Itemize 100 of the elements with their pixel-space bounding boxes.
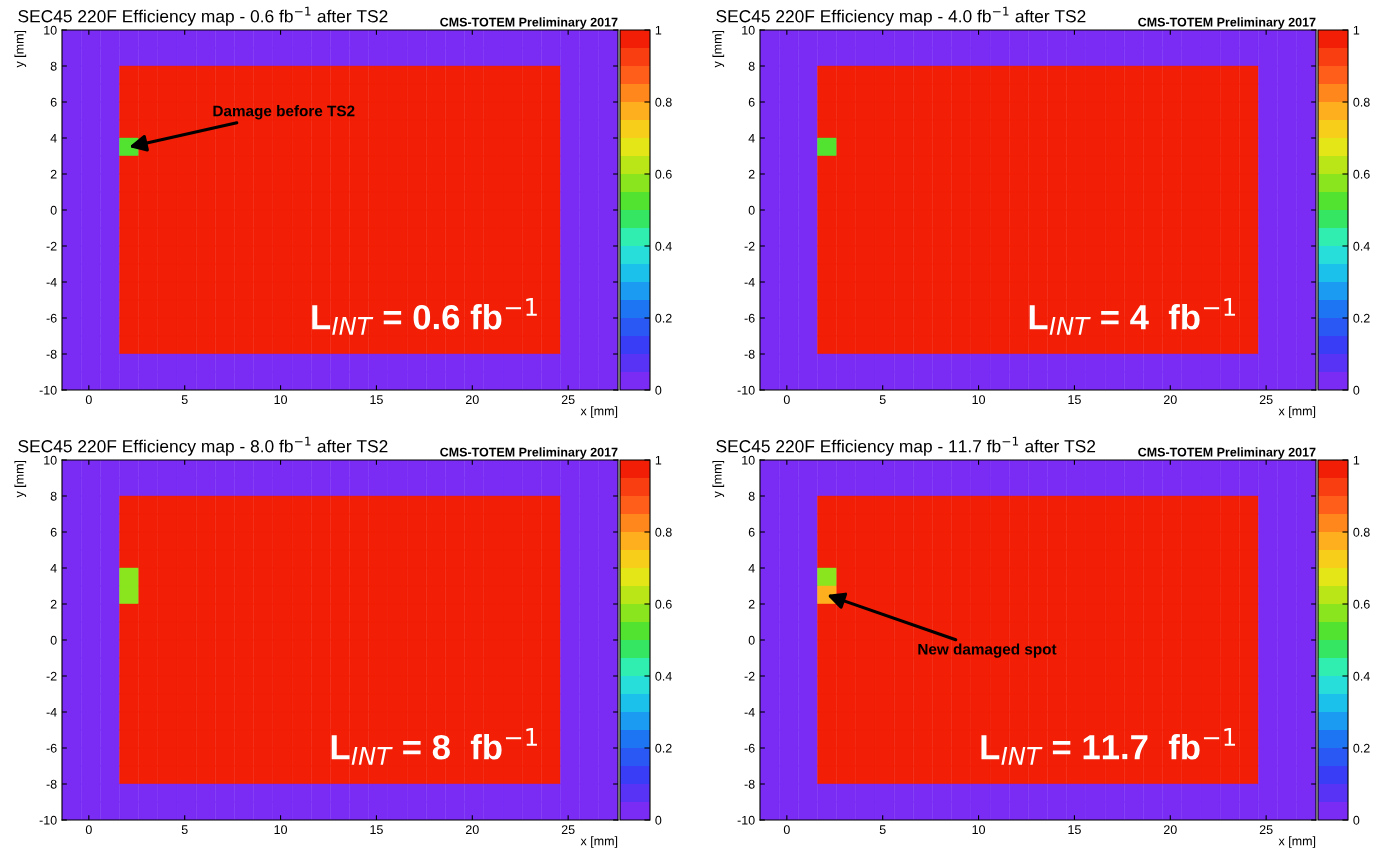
- color-bar-label: 0.6: [1353, 599, 1370, 609]
- x-axis-title: x [mm]: [580, 406, 618, 418]
- color-bar-label: 1: [1353, 25, 1360, 35]
- y-tick-label: -4: [744, 707, 755, 717]
- y-tick-label: 2: [50, 169, 57, 179]
- annotation: L$_{INT}$ = 11.7 fb$^{−1}$: [981, 728, 1235, 765]
- y-tick-label: -10: [39, 385, 57, 395]
- color-bar-label: 0.2: [1353, 743, 1370, 753]
- color-bar-label: 1: [655, 455, 662, 465]
- y-tick-label: 0: [748, 635, 755, 645]
- color-bar-label: 1: [655, 25, 662, 35]
- y-tick-label: -8: [744, 779, 755, 789]
- color-bar-label: 0: [655, 815, 662, 825]
- y-tick-label: 4: [748, 563, 755, 573]
- y-tick-label: 0: [748, 205, 755, 215]
- y-tick-label: -6: [744, 313, 755, 323]
- x-axis-title: x [mm]: [580, 836, 618, 848]
- y-tick-label: -4: [46, 707, 57, 717]
- color-bar-label: 0.6: [1353, 169, 1370, 179]
- color-bar-label: 1: [1353, 455, 1360, 465]
- x-axis-title: x [mm]: [1278, 836, 1316, 848]
- color-bar-label: 0: [1353, 385, 1360, 395]
- x-tick-label: 0: [85, 395, 92, 405]
- y-tick-label: -10: [737, 815, 755, 825]
- chart-subtitle: CMS-TOTEM Preliminary 2017: [440, 17, 618, 29]
- y-tick-label: 0: [50, 205, 57, 215]
- annotation: Damage before TS2: [213, 105, 355, 120]
- y-tick-label: 10: [44, 455, 57, 465]
- x-tick-label: 5: [181, 395, 188, 405]
- y-tick-label: -8: [46, 779, 57, 789]
- y-tick-label: -6: [46, 743, 57, 753]
- x-tick-label: 10: [274, 395, 288, 405]
- x-tick-label: 20: [1163, 395, 1177, 405]
- y-tick-label: 6: [748, 97, 755, 107]
- color-bar-label: 0: [655, 385, 662, 395]
- y-tick-label: 2: [748, 599, 755, 609]
- y-tick-label: 4: [50, 563, 57, 573]
- y-tick-label: -6: [46, 313, 57, 323]
- color-bar-label: 0.6: [655, 169, 672, 179]
- y-tick-label: 4: [748, 133, 755, 143]
- y-tick-label: -2: [744, 671, 755, 681]
- color-bar-label: 0: [1353, 815, 1360, 825]
- color-bar-label: 0.2: [1353, 313, 1370, 323]
- chart-title: SEC45 220F Efficiency map - 8.0 fb$^{−1}$ after TS2: [18, 436, 388, 456]
- y-tick-label: 6: [50, 527, 57, 537]
- color-bar-label: 0.8: [1353, 97, 1370, 107]
- x-tick-label: 10: [972, 395, 986, 405]
- x-tick-label: 5: [181, 825, 188, 835]
- color-bar-label: 0.8: [655, 97, 672, 107]
- y-tick-label: -10: [39, 815, 57, 825]
- annotation: L$_{INT}$ = 4 fb$^{−1}$: [1029, 298, 1235, 335]
- chart-title: SEC45 220F Efficiency map - 4.0 fb$^{−1}$ after TS2: [716, 6, 1086, 26]
- annotation: New damaged spot: [918, 643, 1057, 658]
- y-tick-label: 0: [50, 635, 57, 645]
- annotation: L$_{INT}$ = 8 fb$^{−1}$: [331, 728, 537, 765]
- x-tick-label: 15: [370, 825, 383, 835]
- x-axis-title: x [mm]: [1278, 406, 1316, 418]
- chart-title: SEC45 220F Efficiency map - 11.7 fb$^{−1}$ after TS2: [716, 436, 1096, 456]
- y-tick-label: 8: [748, 491, 755, 501]
- x-tick-label: 20: [465, 825, 479, 835]
- y-tick-label: 2: [50, 599, 57, 609]
- color-bar-label: 0.2: [655, 313, 672, 323]
- chart-title: SEC45 220F Efficiency map - 0.6 fb$^{−1}$ after TS2: [18, 6, 388, 26]
- color-bar-label: 0.4: [1353, 671, 1370, 681]
- y-tick-label: 6: [748, 527, 755, 537]
- x-tick-label: 25: [1259, 825, 1273, 835]
- y-axis-title: y [mm]: [712, 460, 725, 498]
- color-bar-label: 0.2: [655, 743, 672, 753]
- x-tick-label: 0: [85, 825, 92, 835]
- y-tick-label: 8: [50, 491, 57, 501]
- y-axis-title: y [mm]: [14, 460, 27, 498]
- x-tick-label: 25: [1259, 395, 1273, 405]
- color-bar-label: 0.8: [655, 527, 672, 537]
- x-tick-label: 25: [561, 395, 575, 405]
- x-tick-label: 15: [370, 395, 383, 405]
- y-tick-label: -2: [744, 241, 755, 251]
- y-tick-label: -8: [744, 349, 755, 359]
- x-tick-label: 15: [1068, 825, 1081, 835]
- chart-subtitle: CMS-TOTEM Preliminary 2017: [440, 447, 618, 459]
- color-bar-label: 0.4: [1353, 241, 1370, 251]
- x-tick-label: 10: [274, 825, 288, 835]
- chart-subtitle: CMS-TOTEM Preliminary 2017: [1138, 447, 1316, 459]
- annotation: L$_{INT}$ = 0.6 fb$^{−1}$: [312, 298, 537, 335]
- color-bar-label: 0.4: [655, 241, 672, 251]
- y-tick-label: -4: [46, 277, 57, 287]
- y-tick-label: -10: [737, 385, 755, 395]
- x-tick-label: 5: [879, 825, 886, 835]
- x-tick-label: 10: [972, 825, 986, 835]
- y-tick-label: 2: [748, 169, 755, 179]
- y-tick-label: 6: [50, 97, 57, 107]
- y-tick-label: -4: [744, 277, 755, 287]
- y-tick-label: -2: [46, 671, 57, 681]
- y-tick-label: 10: [742, 455, 755, 465]
- chart-subtitle: CMS-TOTEM Preliminary 2017: [1138, 17, 1316, 29]
- y-tick-label: -6: [744, 743, 755, 753]
- color-bar-label: 0.6: [655, 599, 672, 609]
- y-tick-label: -8: [46, 349, 57, 359]
- y-tick-label: 4: [50, 133, 57, 143]
- color-bar-label: 0.8: [1353, 527, 1370, 537]
- color-bar-label: 0.4: [655, 671, 672, 681]
